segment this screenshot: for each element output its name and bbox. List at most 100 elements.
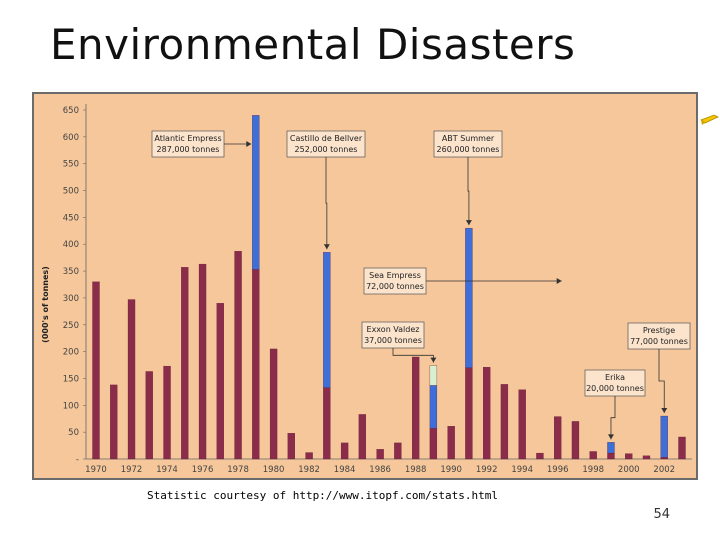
bar-other-spills (660, 457, 668, 460)
callout-arrowhead (556, 278, 562, 284)
callout-arrowhead (246, 141, 252, 147)
bar-other-spills (358, 414, 367, 460)
y-tick-label: 350 (63, 267, 79, 277)
y-tick-label: 450 (63, 213, 79, 223)
page-number: 54 (653, 507, 670, 522)
callout-amount: 77,000 tonnes (630, 337, 688, 346)
x-tick-label: 1996 (547, 465, 569, 475)
bar-other-spills (518, 389, 526, 460)
bar-other-spills (447, 426, 455, 460)
callout-name: Sea Empress (369, 271, 421, 280)
bar-other-spills (483, 367, 491, 460)
callout-arrowhead (607, 434, 614, 440)
x-tick-label: 1980 (263, 465, 285, 475)
callout-name: Exxon Valdez (367, 325, 420, 334)
source-caption: Statistic courtesy of http://www.itopf.c… (0, 489, 720, 502)
x-tick-label: 1974 (156, 465, 178, 475)
x-tick-label: 1978 (227, 465, 249, 475)
callout-amount: 260,000 tonnes (437, 145, 500, 154)
bar-other-spills (287, 433, 295, 460)
bar-other-spills (323, 387, 331, 460)
y-tick-label: 550 (63, 160, 79, 170)
y-tick-label: 650 (63, 106, 79, 116)
bar-other-spills (305, 452, 313, 460)
x-tick-label: 1988 (405, 465, 427, 475)
bar-chart: - 50 100 150 200 250 300 350 400 450 500 550 600 650 (… (41, 104, 692, 475)
callout-name: Atlantic Empress (154, 134, 221, 143)
callout-box (433, 130, 503, 158)
bar-major-incident (252, 115, 260, 270)
callout-name: Erika (605, 373, 625, 382)
slide-title: Environmental Disasters (50, 20, 576, 69)
callout-box (361, 321, 425, 349)
y-tick-label: 250 (63, 321, 79, 331)
x-tick-label: 1986 (369, 465, 391, 475)
chart-frame: - 50 100 150 200 250 300 350 400 450 500 550 600 650 (… (32, 92, 698, 480)
bar-exxon-valdez (429, 365, 438, 386)
callout-arrowhead (661, 408, 668, 414)
callout-name: ABT Summer (442, 134, 495, 143)
x-tick-label: 2000 (618, 465, 640, 475)
x-tick-label: 1994 (511, 465, 533, 475)
y-tick-label: 500 (63, 187, 79, 197)
callout-name: Prestige (643, 326, 675, 335)
y-tick-label: - (76, 455, 79, 465)
x-tick-label: 2002 (653, 465, 675, 475)
callout-arrow (467, 157, 470, 226)
bar-other-spills (269, 348, 278, 460)
callout-amount: 72,000 tonnes (366, 282, 424, 291)
bar-other-spills (145, 371, 153, 460)
bar-other-spills (234, 251, 242, 460)
bar-other-spills (607, 452, 615, 460)
source-caption-text: Statistic courtesy of http://www.itopf.c… (147, 489, 498, 502)
x-tick-label: 1998 (582, 465, 604, 475)
callout-arrowhead (323, 244, 330, 250)
y-axis-label: (000's of tonnes) (41, 266, 50, 343)
bar-other-spills (216, 303, 224, 460)
x-tick-label: 1990 (440, 465, 462, 475)
y-tick-label: 50 (68, 428, 79, 438)
bar-other-spills (394, 442, 402, 460)
bar-other-spills (429, 428, 438, 460)
x-tick-label: 1982 (298, 465, 320, 475)
bar-other-spills (127, 299, 136, 460)
bar-other-spills (92, 281, 100, 460)
bar-major-incident (465, 227, 473, 368)
y-tick-label: 600 (63, 133, 79, 143)
x-tick-label: 1972 (121, 465, 143, 475)
bar-other-spills (642, 455, 651, 460)
callout-amount: 252,000 tonnes (295, 145, 358, 154)
y-tick-label: 100 (63, 401, 79, 411)
callout-arrow (610, 396, 616, 440)
bar-other-spills (625, 453, 633, 460)
bar-other-spills (163, 365, 171, 460)
bar-major-incident (429, 385, 438, 429)
bar-other-spills (678, 436, 686, 460)
y-tick-label: 150 (63, 374, 79, 384)
bar-major-incident (323, 252, 331, 388)
bar-other-spills (252, 269, 260, 460)
x-tick-label: 1970 (85, 465, 107, 475)
bar-other-spills (589, 451, 597, 460)
bar-other-spills (198, 263, 207, 460)
bar-other-spills (376, 449, 384, 460)
bar-other-spills (536, 452, 544, 460)
callout-arrowhead (430, 357, 437, 363)
y-tick-label: 400 (63, 240, 79, 250)
callout-arrow (658, 349, 665, 414)
callout-amount: 287,000 tonnes (157, 145, 220, 154)
bar-other-spills (554, 416, 562, 460)
callout-arrowhead (465, 220, 472, 226)
callout-box (151, 130, 225, 158)
callout-amount: 20,000 tonnes (586, 384, 644, 393)
callout-box (286, 130, 366, 158)
pen-icon (700, 114, 719, 125)
bar-major-incident (660, 415, 668, 458)
bar-other-spills (181, 267, 189, 460)
y-tick-label: 300 (63, 294, 79, 304)
x-tick-label: 1992 (476, 465, 498, 475)
callout-amount: 37,000 tonnes (364, 336, 422, 345)
callout-arrow (325, 157, 328, 250)
callout-box (627, 322, 691, 350)
x-tick-label: 1984 (334, 465, 356, 475)
